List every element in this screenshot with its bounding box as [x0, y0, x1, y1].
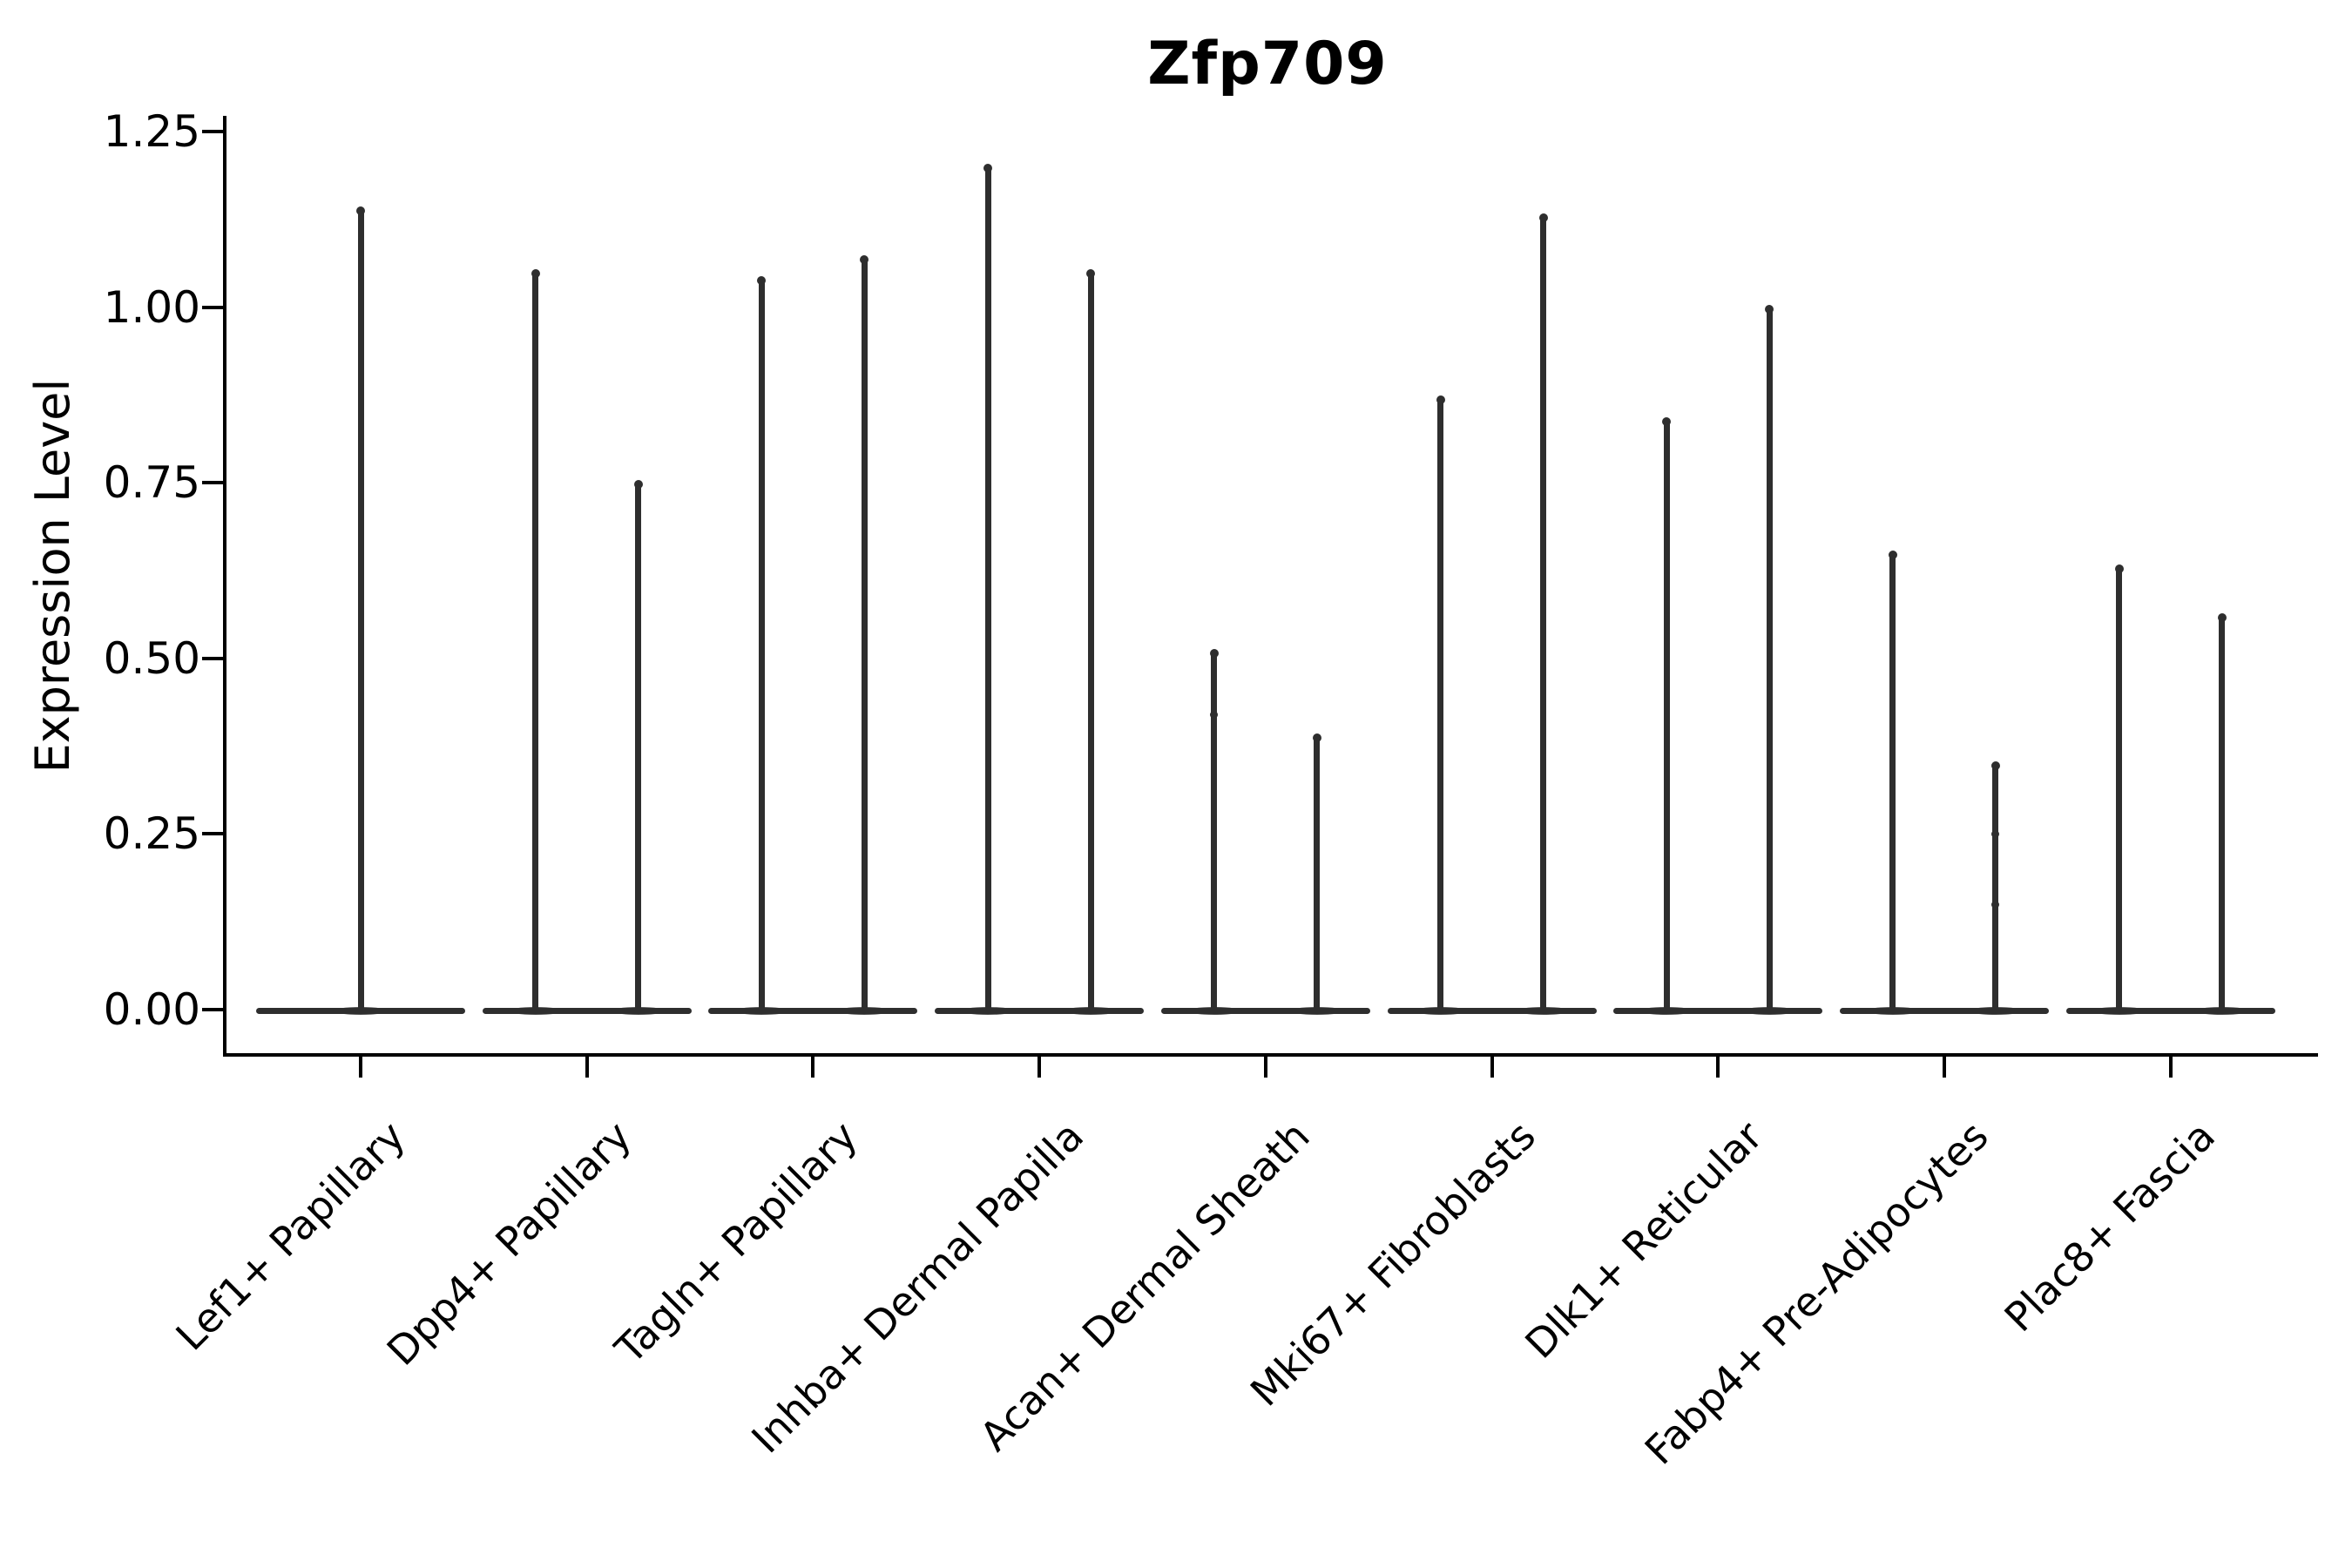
y-tick-mark — [202, 832, 223, 836]
violin-base — [1387, 1007, 1597, 1014]
violin-base-swell — [1288, 1006, 1345, 1015]
y-tick-mark — [202, 481, 223, 485]
x-tick-label: Lef1+ Papillary — [166, 1112, 414, 1360]
violin-base — [2065, 1007, 2275, 1014]
violin-spike-cap — [1209, 648, 1219, 658]
expression-dot — [1991, 900, 2000, 909]
x-tick-label: Plac8+ Fascia — [1995, 1112, 2224, 1342]
x-tick-mark — [811, 1057, 815, 1078]
violin-base-swell — [1639, 1006, 1695, 1015]
violin-spike — [1663, 419, 1670, 1010]
violin-spike-cap — [531, 269, 540, 279]
violin-base — [1613, 1007, 1823, 1014]
x-tick-mark — [1716, 1057, 1720, 1078]
violin-spike-cap — [1312, 733, 1321, 742]
violin-base-swell — [2091, 1006, 2147, 1015]
violin-spike-cap — [633, 480, 643, 490]
violin-base — [708, 1007, 918, 1014]
violin-base-swell — [1063, 1006, 1119, 1015]
violin-base-swell — [1186, 1006, 1242, 1015]
expression-dot — [1210, 710, 1219, 719]
violin-spike — [1314, 735, 1321, 1010]
violin-base-swell — [960, 1006, 1017, 1015]
violin-spike-cap — [2114, 564, 2124, 573]
y-tick-mark — [202, 305, 223, 309]
x-tick-label: Dpp4+ Papillary — [377, 1112, 640, 1375]
violin-spike-cap — [1990, 760, 2000, 770]
violin-spike — [1437, 398, 1443, 1010]
x-axis-spine — [223, 1053, 2318, 1057]
violin-base — [1160, 1007, 1370, 1014]
violin-base-swell — [610, 1006, 666, 1015]
violin-spike-cap — [1765, 304, 1774, 314]
violin-base-swell — [1967, 1006, 2024, 1015]
violin-spike — [758, 279, 765, 1010]
violin-spike-cap — [1662, 416, 1672, 426]
y-axis-spine — [223, 116, 226, 1057]
violin-spike — [1889, 552, 1896, 1010]
x-tick-mark — [359, 1057, 362, 1078]
violin-spike — [861, 258, 868, 1010]
x-tick-mark — [2168, 1057, 2173, 1078]
x-tick-label: Dlk1+ Reticular — [1515, 1112, 1772, 1368]
violin-spike — [1540, 215, 1546, 1010]
y-tick-label: 0.25 — [103, 808, 200, 860]
violin-spike — [1992, 763, 1999, 1010]
violin-spike-cap — [1436, 395, 1445, 405]
violin-spike — [2116, 566, 2123, 1010]
violin-base-swell — [1515, 1006, 1571, 1015]
violin-spike-cap — [860, 255, 869, 265]
violin-base-swell — [836, 1006, 893, 1015]
violin-spike — [1087, 272, 1094, 1010]
violin-spike — [357, 208, 364, 1010]
violin-spike — [635, 483, 642, 1010]
violin-base-swell — [1741, 1006, 1798, 1015]
violin-spike — [2219, 616, 2226, 1010]
y-tick-mark — [202, 1008, 223, 1011]
y-tick-label: 1.25 — [103, 106, 200, 157]
y-tick-mark — [202, 130, 223, 133]
violin-spike-cap — [2217, 613, 2227, 623]
violin-spike — [984, 166, 991, 1010]
y-tick-label: 1.00 — [103, 281, 200, 333]
violin-spike-cap — [1538, 213, 1548, 222]
violin-spike-cap — [356, 206, 365, 215]
y-tick-mark — [202, 656, 223, 660]
violin-base-swell — [1864, 1006, 1921, 1015]
x-tick-mark — [1942, 1057, 1946, 1078]
violin-base-swell — [733, 1006, 790, 1015]
violin-spike-cap — [1086, 269, 1096, 279]
x-tick-label: Tagln+ Papillary — [605, 1112, 867, 1373]
x-tick-mark — [1037, 1057, 1042, 1078]
violin-base — [482, 1007, 692, 1014]
violin-spike — [532, 272, 539, 1010]
violin-spike-cap — [757, 276, 767, 286]
expression-dot — [1991, 829, 2000, 838]
violin-base-swell — [2193, 1006, 2250, 1015]
violin-base-swell — [333, 1006, 389, 1015]
x-tick-mark — [1490, 1057, 1494, 1078]
y-tick-label: 0.00 — [103, 984, 200, 1035]
chart-title: Zfp709 — [1147, 30, 1388, 98]
violin-spike-cap — [983, 164, 993, 173]
y-tick-label: 0.50 — [103, 632, 200, 684]
x-tick-mark — [585, 1057, 589, 1078]
violin-spike — [1766, 307, 1773, 1010]
violin-base — [935, 1007, 1145, 1014]
violin-base — [1839, 1007, 2049, 1014]
violin-spike — [1211, 651, 1218, 1010]
x-tick-mark — [1263, 1057, 1267, 1078]
violin-base-swell — [1412, 1006, 1469, 1015]
violin-spike-cap — [1888, 550, 1897, 559]
violin-base-swell — [507, 1006, 564, 1015]
y-tick-label: 0.75 — [103, 457, 200, 509]
